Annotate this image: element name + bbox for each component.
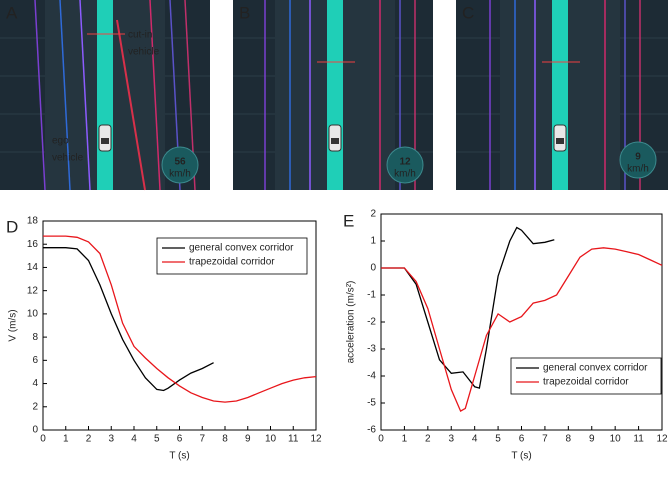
- lane-line: [34, 0, 46, 191]
- y-tick-label: 12: [27, 285, 39, 296]
- y-tick-label: 18: [27, 216, 39, 227]
- y-tick-label: 2: [32, 401, 38, 412]
- x-tick-label: 2: [425, 434, 431, 445]
- y-tick-label: 2: [370, 209, 376, 220]
- annotation: vehicle: [52, 153, 84, 164]
- panel-label: A: [6, 3, 18, 22]
- x-tick-label: 6: [519, 434, 525, 445]
- plot-frame: [380, 213, 663, 431]
- x-tick-label: 11: [288, 434, 299, 445]
- speed-unit: km/h: [169, 169, 191, 180]
- y-tick-label: 0: [32, 425, 38, 436]
- planned-path: [97, 0, 113, 190]
- speed-dial: [386, 146, 424, 184]
- x-tick-label: 2: [86, 434, 92, 445]
- y-tick-label: 4: [32, 378, 38, 389]
- panel-label: B: [239, 3, 250, 22]
- x-tick-label: 3: [448, 434, 454, 445]
- x-tick-label: 6: [177, 434, 183, 445]
- x-tick-label: 3: [108, 434, 114, 445]
- x-tick-label: 12: [656, 434, 668, 445]
- legend-label: trapezoidal corridor: [543, 377, 629, 388]
- series-line: [43, 247, 214, 392]
- y-tick-label: 6: [32, 355, 38, 366]
- speed-unit: km/h: [394, 169, 416, 180]
- speed: 9: [635, 152, 641, 163]
- series-line: [381, 247, 663, 413]
- x-tick-label: 5: [495, 434, 501, 445]
- series-line: [43, 235, 317, 403]
- y-tick-label: 1: [370, 236, 376, 247]
- annotation: ego: [52, 136, 69, 147]
- x-tick-label: 7: [542, 434, 548, 445]
- speed-dial: [161, 146, 199, 184]
- x-tick-label: 8: [566, 434, 572, 445]
- x-tick-label: 1: [63, 434, 69, 445]
- x-axis-label: T (s): [169, 451, 189, 462]
- x-tick-label: 1: [402, 434, 408, 445]
- y-tick-label: 16: [27, 239, 39, 250]
- y-axis-label: acceleration (m/s²): [346, 281, 357, 364]
- y-tick-label: -4: [367, 371, 376, 382]
- x-axis-label: T (s): [511, 451, 531, 462]
- x-tick-label: 8: [222, 434, 228, 445]
- x-tick-label: 10: [610, 434, 622, 445]
- speed-unit: km/h: [627, 164, 649, 175]
- lane-line: [79, 0, 91, 191]
- speed-dial: [619, 141, 657, 179]
- panel-label: E: [343, 211, 354, 230]
- panel-label: D: [6, 217, 18, 236]
- y-tick-label: -3: [367, 344, 376, 355]
- x-tick-label: 9: [589, 434, 595, 445]
- legend-box: [156, 237, 308, 275]
- x-tick-label: 10: [265, 434, 277, 445]
- y-tick-label: -2: [367, 317, 376, 328]
- x-tick-label: 0: [40, 434, 46, 445]
- x-tick-label: 4: [472, 434, 478, 445]
- series-line: [381, 226, 555, 389]
- x-tick-label: 5: [154, 434, 160, 445]
- legend-box: [510, 357, 662, 395]
- y-tick-label: -5: [367, 398, 376, 409]
- planned-path: [327, 0, 343, 190]
- screenshot: 9km/h C: [456, 0, 668, 190]
- y-tick-label: 10: [27, 309, 39, 320]
- y-tick-label: -6: [367, 425, 376, 436]
- lane-line: [149, 0, 161, 191]
- ego-window: [331, 138, 339, 144]
- legend-label: general convex corridor: [543, 363, 648, 374]
- planned-path: [552, 0, 568, 190]
- x-tick-label: 4: [131, 434, 137, 445]
- x-tick-label: 11: [633, 434, 644, 445]
- y-tick-label: 8: [32, 332, 38, 343]
- y-tick-label: -1: [367, 290, 376, 301]
- legend-label: trapezoidal corridor: [189, 257, 275, 268]
- y-tick-label: 0: [370, 263, 376, 274]
- ego-window: [556, 138, 564, 144]
- legend-label: general convex corridor: [189, 243, 294, 254]
- x-tick-label: 12: [310, 434, 322, 445]
- panel-label: C: [462, 3, 474, 22]
- y-tick-label: 14: [27, 262, 39, 273]
- speed: 12: [399, 157, 411, 168]
- y-axis-label: V (m/s): [8, 309, 19, 341]
- annotation: vehicle: [128, 47, 160, 58]
- cutin-path: [116, 19, 146, 191]
- x-tick-label: 7: [199, 434, 205, 445]
- x-tick-label: 0: [378, 434, 384, 445]
- speed: 56: [174, 157, 186, 168]
- ego-window: [101, 138, 109, 144]
- x-tick-label: 9: [245, 434, 251, 445]
- annotation: cut-in: [128, 30, 152, 41]
- lane-line: [59, 0, 71, 191]
